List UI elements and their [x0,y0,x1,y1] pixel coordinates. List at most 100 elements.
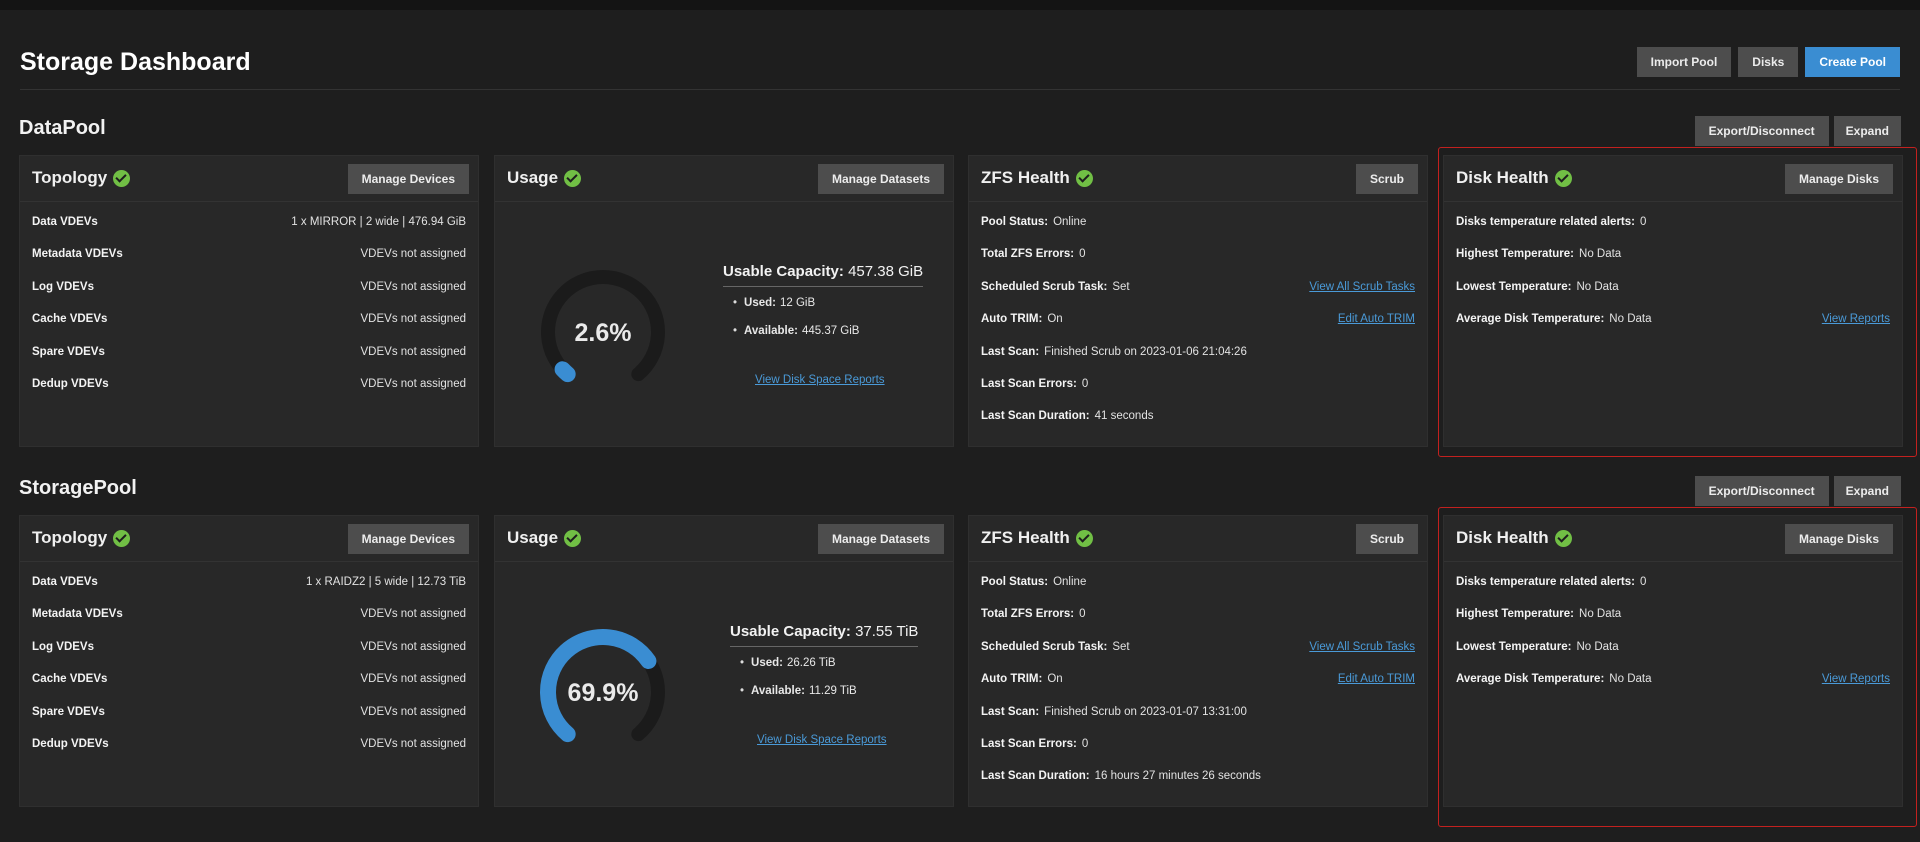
disk-label: Average Disk Temperature: [1456,313,1605,326]
zfs-label: Last Scan Errors: [981,738,1077,750]
usage-card: Usage Manage Datasets 2.6% Usable Capacity:… [494,155,954,447]
zfs-label: Last Scan: [981,705,1040,718]
topology-label: Data VDEVs [32,576,98,588]
available-label: Available: [751,685,805,697]
scrub-button[interactable]: Scrub [1355,524,1418,554]
view-disk-space-reports-link[interactable]: View Disk Space Reports [757,734,887,746]
gauge-percent: 2.6% [575,319,632,347]
view-reports-link[interactable]: View Reports [1821,313,1890,326]
gauge-fill [554,361,576,383]
scrub-button[interactable]: Scrub [1355,164,1418,194]
topology-row: Dedup VDEVs VDEVs not assigned [32,736,466,752]
disk-value: No Data [1609,673,1652,686]
card-title: Usage [507,168,582,188]
manage-devices-button[interactable]: Manage Devices [347,164,469,194]
topology-value: VDEVs not assigned [360,280,466,293]
usable-capacity-label: Usable Capacity: [730,623,851,640]
zfs-field: Last Scan Duration: 41 seconds [981,410,1153,422]
manage-disks-button[interactable]: Manage Disks [1784,164,1893,194]
disk-value: 0 [1639,216,1647,228]
edit-auto-trim-link[interactable]: Edit Auto TRIM [1337,313,1415,326]
card-title-text: Usage [507,528,559,547]
disk-label: Lowest Temperature: [1456,280,1572,293]
manage-devices-button[interactable]: Manage Devices [347,524,469,554]
card-title: ZFS Health [981,528,1093,548]
header-actions: Import Pool Disks Create Pool [1636,47,1900,77]
zfs-value: On [1047,673,1063,686]
zfs-field: Last Scan Duration: 16 hours 27 minutes 2… [981,770,1261,782]
zfs-label: Total ZFS Errors: [981,248,1075,261]
topology-value: VDEVs not assigned [360,673,466,686]
topology-value: VDEVs not assigned [360,608,466,621]
disks-button[interactable]: Disks [1738,47,1799,77]
create-pool-button[interactable]: Create Pool [1805,47,1900,77]
card-title: Disk Health [1456,168,1572,188]
disk-value: No Data [1579,248,1622,261]
edit-auto-trim-link[interactable]: Edit Auto TRIM [1337,673,1415,686]
card-title: ZFS Health [981,168,1093,188]
pool-actions: Export/Disconnect Expand [1694,476,1901,506]
disk-label: Disks temperature related alerts: [1456,576,1635,588]
topology-value: VDEVs not assigned [360,345,466,358]
topology-value: VDEVs not assigned [360,640,466,653]
view-reports-link[interactable]: View Reports [1821,673,1890,686]
topology-row: Data VDEVs 1 x MIRROR | 2 wide | 476.94 G… [32,214,466,230]
zfs-field: Scheduled Scrub Task: Set [981,641,1130,653]
top-bar [0,0,1920,10]
topology-value: VDEVs not assigned [360,378,466,390]
topology-label: Log VDEVs [32,280,94,293]
manage-disks-button[interactable]: Manage Disks [1784,524,1893,554]
zfs-row: Pool Status: Online [981,214,1415,230]
disk-row: Lowest Temperature: No Data [1456,639,1890,655]
disk-field: Disks temperature related alerts: 0 [1456,576,1646,588]
topology-row: Cache VDEVs VDEVs not assigned [32,311,466,327]
topology-label: Data VDEVs [32,216,98,228]
disk-value: No Data [1576,640,1619,653]
topology-row: Log VDEVs VDEVs not assigned [32,639,466,655]
disk-row: Highest Temperature: No Data [1456,606,1890,622]
card-header: Topology Manage Devices [20,156,478,202]
used-item: Used:12 GiB [733,297,923,309]
topology-row: Cache VDEVs VDEVs not assigned [32,671,466,687]
zfs-value: Online [1053,576,1087,588]
zfs-label: Auto TRIM: [981,313,1043,326]
zfs-health-card: ZFS Health Scrub Pool Status: Online Total Z… [968,515,1428,807]
expand-button[interactable]: Expand [1833,116,1901,146]
expand-button[interactable]: Expand [1833,476,1901,506]
disk-label: Average Disk Temperature: [1456,673,1605,686]
usable-capacity-label: Usable Capacity: [723,263,844,280]
view-all-scrub-tasks-link[interactable]: View All Scrub Tasks [1309,640,1415,653]
disk-label: Highest Temperature: [1456,248,1575,261]
view-all-scrub-tasks-link[interactable]: View All Scrub Tasks [1309,280,1415,293]
disk-row: Lowest Temperature: No Data [1456,279,1890,295]
view-disk-space-reports-link[interactable]: View Disk Space Reports [755,374,885,386]
card-title: Disk Health [1456,528,1572,548]
zfs-row: Total ZFS Errors: 0 [981,246,1415,262]
manage-datasets-button[interactable]: Manage Datasets [817,524,944,554]
topology-label: Dedup VDEVs [32,738,109,750]
zfs-label: Pool Status: [981,216,1049,228]
check-circle-icon [113,529,131,547]
disk-value: 0 [1639,576,1647,588]
export-disconnect-button[interactable]: Export/Disconnect [1694,476,1829,506]
zfs-row: Last Scan: Finished Scrub on 2023-01-06 2… [981,344,1415,360]
topology-row: Dedup VDEVs VDEVs not assigned [32,376,466,392]
usage-info: Usable Capacity: 457.38 GiB Used:12 GiB Av… [723,263,924,353]
zfs-value: Online [1053,216,1087,228]
topology-label: Dedup VDEVs [32,378,109,390]
zfs-row: Last Scan Errors: 0 [981,736,1415,752]
topology-label: Cache VDEVs [32,313,108,326]
import-pool-button[interactable]: Import Pool [1636,47,1732,77]
topology-value: VDEVs not assigned [360,738,466,750]
gauge-fill [540,629,657,743]
disk-row: Disks temperature related alerts: 0 [1456,574,1890,590]
topology-row: Metadata VDEVs VDEVs not assigned [32,246,466,262]
manage-datasets-button[interactable]: Manage Datasets [817,164,944,194]
pool-actions: Export/Disconnect Expand [1694,116,1901,146]
usage-list: Used:12 GiB Available:445.37 GiB [723,297,923,337]
zfs-value: Set [1112,280,1130,293]
zfs-value: Finished Scrub on 2023-01-06 21:04:26 [1044,345,1247,358]
pool-title: DataPool [19,117,106,139]
export-disconnect-button[interactable]: Export/Disconnect [1694,116,1829,146]
topology-label: Log VDEVs [32,640,94,653]
